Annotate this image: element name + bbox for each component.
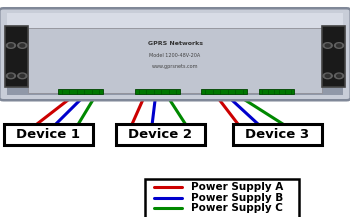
Circle shape <box>325 44 330 47</box>
Bar <box>7 13 343 28</box>
Circle shape <box>8 74 13 77</box>
Text: Model 1200-48V-20A: Model 1200-48V-20A <box>149 53 201 59</box>
Bar <box>135 89 180 94</box>
Circle shape <box>325 74 330 77</box>
Bar <box>322 26 345 87</box>
Circle shape <box>337 44 342 47</box>
Bar <box>201 89 247 94</box>
Text: Power Supply A: Power Supply A <box>191 182 283 192</box>
Text: GPRS Networks: GPRS Networks <box>147 41 203 46</box>
Circle shape <box>335 43 344 48</box>
Bar <box>4 124 93 145</box>
Circle shape <box>335 73 344 79</box>
Circle shape <box>18 43 27 48</box>
Bar <box>116 124 205 145</box>
Circle shape <box>8 44 13 47</box>
Text: Power Supply B: Power Supply B <box>191 193 283 203</box>
Bar <box>145 179 299 217</box>
Bar <box>58 89 103 94</box>
Bar <box>28 28 322 93</box>
Circle shape <box>6 43 15 48</box>
Bar <box>7 85 343 95</box>
Bar <box>5 26 28 87</box>
FancyBboxPatch shape <box>0 8 350 100</box>
Circle shape <box>20 74 25 77</box>
Bar <box>259 89 294 94</box>
Circle shape <box>337 74 342 77</box>
Text: Power Supply C: Power Supply C <box>191 203 283 213</box>
Circle shape <box>6 73 15 79</box>
Text: Device 1: Device 1 <box>16 128 80 141</box>
Circle shape <box>18 73 27 79</box>
Circle shape <box>20 44 25 47</box>
Circle shape <box>323 43 332 48</box>
Circle shape <box>323 73 332 79</box>
Text: www.gprsnets.com: www.gprsnets.com <box>152 64 198 69</box>
Text: Device 3: Device 3 <box>245 128 309 141</box>
Text: Device 2: Device 2 <box>128 128 192 141</box>
Bar <box>233 124 322 145</box>
